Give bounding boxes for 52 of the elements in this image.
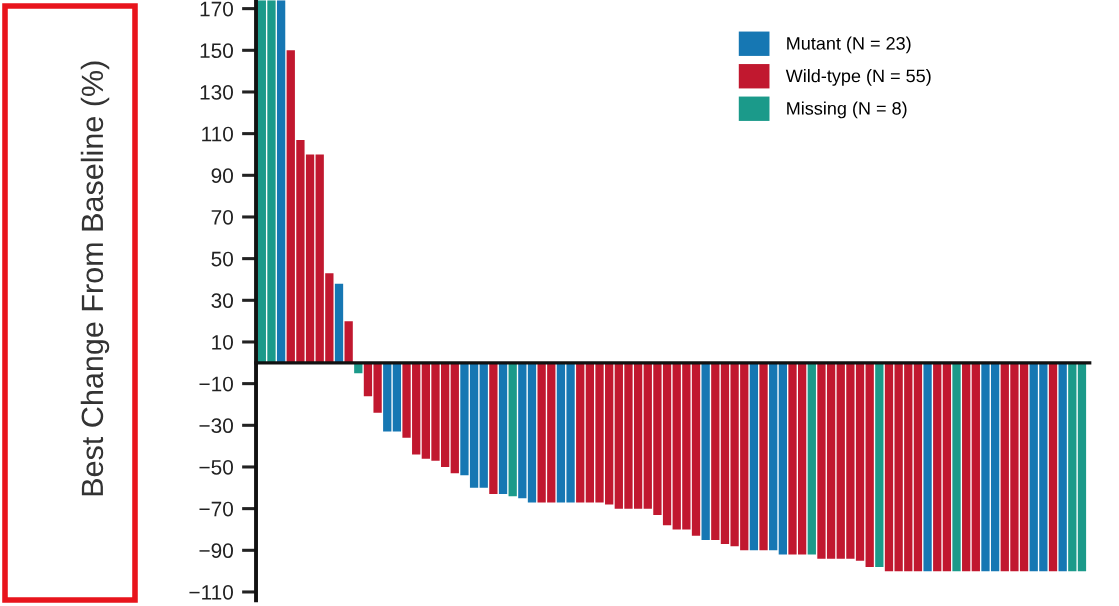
bar	[952, 362, 961, 572]
bar	[701, 362, 710, 540]
legend-label: Missing (N = 8)	[787, 101, 907, 119]
bar	[518, 362, 527, 499]
bar	[913, 362, 923, 572]
bar	[875, 362, 884, 567]
y-tick-label: 10	[212, 334, 233, 350]
y-tick-label: 170	[200, 1, 233, 17]
bar	[865, 362, 874, 567]
bar	[769, 362, 778, 551]
bar	[778, 362, 787, 555]
bar	[759, 362, 768, 551]
bar	[479, 362, 488, 488]
bar	[971, 362, 980, 572]
bar	[527, 362, 537, 503]
bar	[1058, 362, 1067, 572]
y-tick-label: −110	[189, 584, 233, 600]
y-axis-title: Best Change From Baseline (%)	[80, 61, 110, 496]
bar	[489, 362, 498, 495]
bar	[711, 362, 720, 540]
bar	[807, 362, 816, 555]
y-tick-label: 30	[211, 293, 233, 309]
y-tick-label: 150	[200, 43, 233, 59]
bar	[576, 362, 585, 503]
y-tick-label: 50	[211, 251, 233, 267]
bar	[383, 362, 392, 432]
y-tick-label: −30	[199, 418, 233, 434]
y-tick-label: −50	[199, 459, 233, 475]
y-tick-label: 70	[211, 209, 233, 225]
bar	[334, 283, 344, 363]
y-tick-label: 130	[200, 84, 233, 100]
legend-label: Mutant (N = 23)	[787, 36, 911, 54]
legend-label: Wild-type (N = 55)	[785, 69, 931, 86]
bar	[962, 362, 971, 572]
bar	[749, 362, 759, 551]
bar	[508, 362, 517, 497]
bar	[276, 0, 286, 363]
bar	[923, 362, 932, 572]
y-tick-label: 110	[202, 126, 233, 142]
y-tick-label: −70	[199, 501, 233, 517]
y-tick-label: −90	[199, 543, 233, 559]
bar	[392, 362, 402, 432]
bar	[933, 362, 942, 572]
bar	[498, 362, 508, 495]
bar	[1077, 362, 1087, 572]
y-tick-label: 90	[211, 168, 233, 184]
bar	[942, 362, 952, 572]
bar	[450, 362, 459, 474]
y-tick-label: −10	[199, 376, 233, 392]
bar	[1048, 362, 1058, 572]
bar	[1068, 362, 1077, 572]
bar	[344, 321, 353, 363]
